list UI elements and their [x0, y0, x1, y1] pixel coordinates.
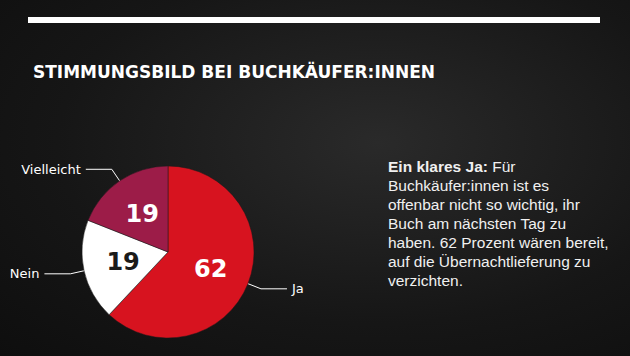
svg-text:Ja: Ja: [291, 281, 304, 296]
svg-text:Nein: Nein: [10, 266, 40, 281]
svg-text:STIMMUNGSBILD BEI BUCHKÄUFER:I: STIMMUNGSBILD BEI BUCHKÄUFER:INNEN: [33, 61, 435, 82]
svg-text:62: 62: [194, 255, 227, 283]
svg-text:19: 19: [106, 248, 139, 276]
html-text:Ein klares Ja: Für Buchkäufer:: Ein klares Ja: Für Buchkäufer:innen ist …: [388, 158, 609, 289]
svg-text:19: 19: [125, 200, 158, 228]
svg-text:Vielleicht: Vielleicht: [21, 162, 81, 177]
